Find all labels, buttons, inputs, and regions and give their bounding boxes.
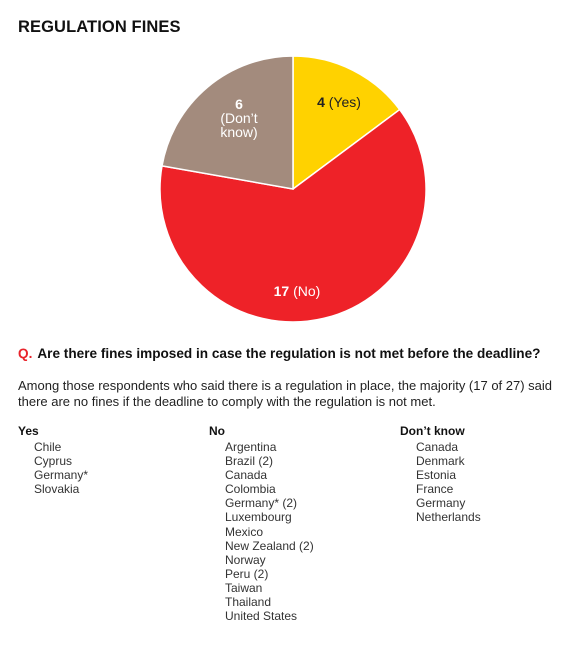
country-item: Norway — [225, 552, 266, 567]
pie-chart: 4 (Yes) 17 (No) 6 (Don’t know) — [159, 55, 427, 323]
country-item: Colombia — [225, 482, 276, 497]
country-item: Netherlands — [416, 510, 481, 525]
column-no: No Argentina Brazil (2) Canada Colombia Germ… — [209, 423, 314, 623]
country-item: Brazil (2) — [225, 454, 274, 469]
country-item: Canada — [416, 440, 459, 454]
column-dont-know: Don’t know Canada Denmark Estonia France Ger… — [400, 423, 481, 525]
country-list-dont-know: Canada Denmark Estonia France Germany Netherl… — [400, 440, 481, 525]
pie-label-yes: 4 (Yes) — [317, 94, 361, 110]
country-item: United States — [225, 609, 298, 624]
pie-slice-yes — [292, 55, 401, 191]
country-item: France — [416, 482, 454, 497]
country-item: New Zealand (2) — [225, 538, 314, 553]
column-yes: Yes Chile Cyprus Germany* Slovakia — [18, 423, 88, 496]
country-item: Peru (2) — [225, 566, 269, 581]
country-item: Denmark — [416, 454, 465, 469]
question: Q. Are there fines imposed in case the re… — [18, 346, 540, 361]
column-heading-no: No — [209, 424, 225, 438]
question-text: Are there fines imposed in case the regu… — [37, 346, 541, 361]
country-list-no: Argentina Brazil (2) Canada Colombia Germany… — [209, 440, 314, 623]
country-item: Slovakia — [34, 482, 80, 497]
pie-slice-dont-know — [161, 55, 294, 190]
country-item: Mexico — [225, 524, 264, 539]
chart-title: REGULATION FINES — [18, 18, 181, 36]
country-item: Luxembourg — [225, 510, 292, 525]
column-heading-yes: Yes — [18, 424, 39, 438]
question-marker: Q. — [18, 346, 33, 361]
country-item: Cyprus — [34, 454, 73, 469]
country-item: Germany — [416, 496, 466, 511]
country-item: Germany* (2) — [225, 496, 298, 511]
pie-label-no: 17 (No) — [274, 283, 321, 299]
country-item: Thailand — [225, 595, 272, 610]
summary-text: Among those respondents who said there i… — [18, 378, 553, 409]
country-item: Germany* — [34, 468, 89, 483]
pie-slice-no — [159, 108, 427, 323]
country-item: Chile — [34, 440, 62, 454]
country-list-yes: Chile Cyprus Germany* Slovakia — [18, 440, 88, 496]
country-item: Taiwan — [225, 580, 263, 595]
country-item: Estonia — [416, 468, 457, 483]
country-item: Argentina — [225, 440, 277, 454]
pie-label-dont-know: 6 (Don’t know) — [220, 96, 257, 140]
column-heading-dont-know: Don’t know — [400, 424, 465, 438]
country-item: Canada — [225, 468, 268, 483]
